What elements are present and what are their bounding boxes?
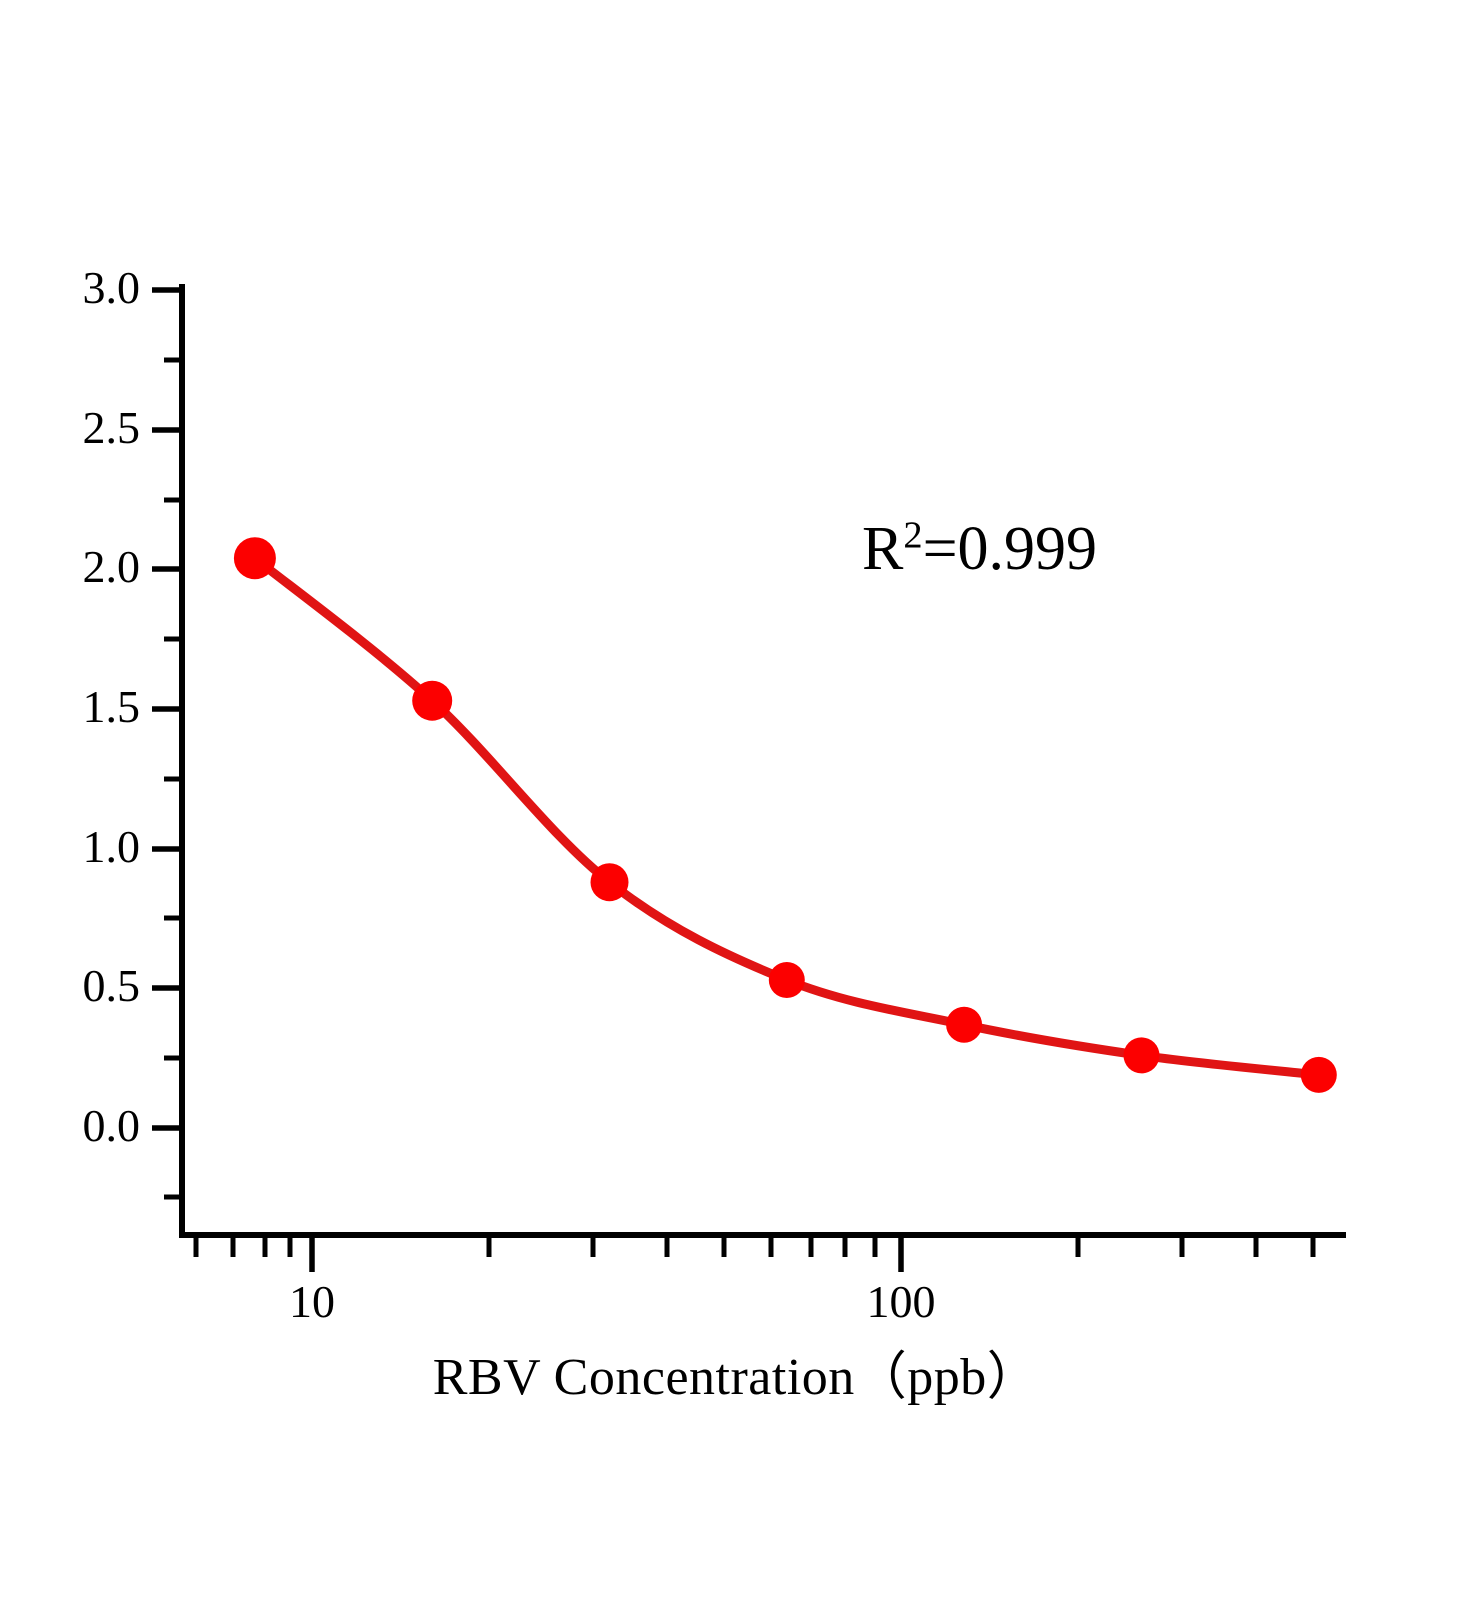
data-point	[1123, 1037, 1160, 1074]
r-squared-suffix: =0.999	[922, 515, 1098, 583]
data-point	[233, 537, 276, 580]
r-squared-annotation: R2=0.999	[862, 515, 1098, 583]
data-point	[590, 863, 629, 902]
y-minor-ticks	[164, 357, 182, 1200]
y-tick-label-1: 1.0	[82, 821, 141, 872]
x-major-ticks	[309, 1235, 904, 1272]
y-tick-label-3: 3.0	[82, 262, 141, 313]
x-minor-ticks	[193, 1235, 1316, 1257]
y-tick-label-25: 2.5	[82, 402, 141, 453]
x-tick-label-100: 100	[866, 1276, 936, 1327]
x-axis-label: RBV Concentration（ppb）	[432, 1349, 1040, 1406]
y-tick-label-05: 0.5	[82, 960, 141, 1011]
data-point	[946, 1006, 983, 1043]
r-squared-prefix: R	[862, 515, 904, 583]
data-point	[412, 680, 453, 721]
r-squared-superscript: 2	[903, 514, 923, 557]
y-tick-label-0: 0.0	[82, 1100, 141, 1151]
y-tick-label-2: 2.0	[82, 541, 141, 592]
data-point	[1300, 1056, 1337, 1093]
y-tick-label-15: 1.5	[82, 681, 141, 732]
x-tick-label-10: 10	[289, 1276, 335, 1327]
data-markers	[233, 537, 1337, 1093]
y-major-ticks	[152, 287, 182, 1131]
data-point	[768, 962, 805, 998]
